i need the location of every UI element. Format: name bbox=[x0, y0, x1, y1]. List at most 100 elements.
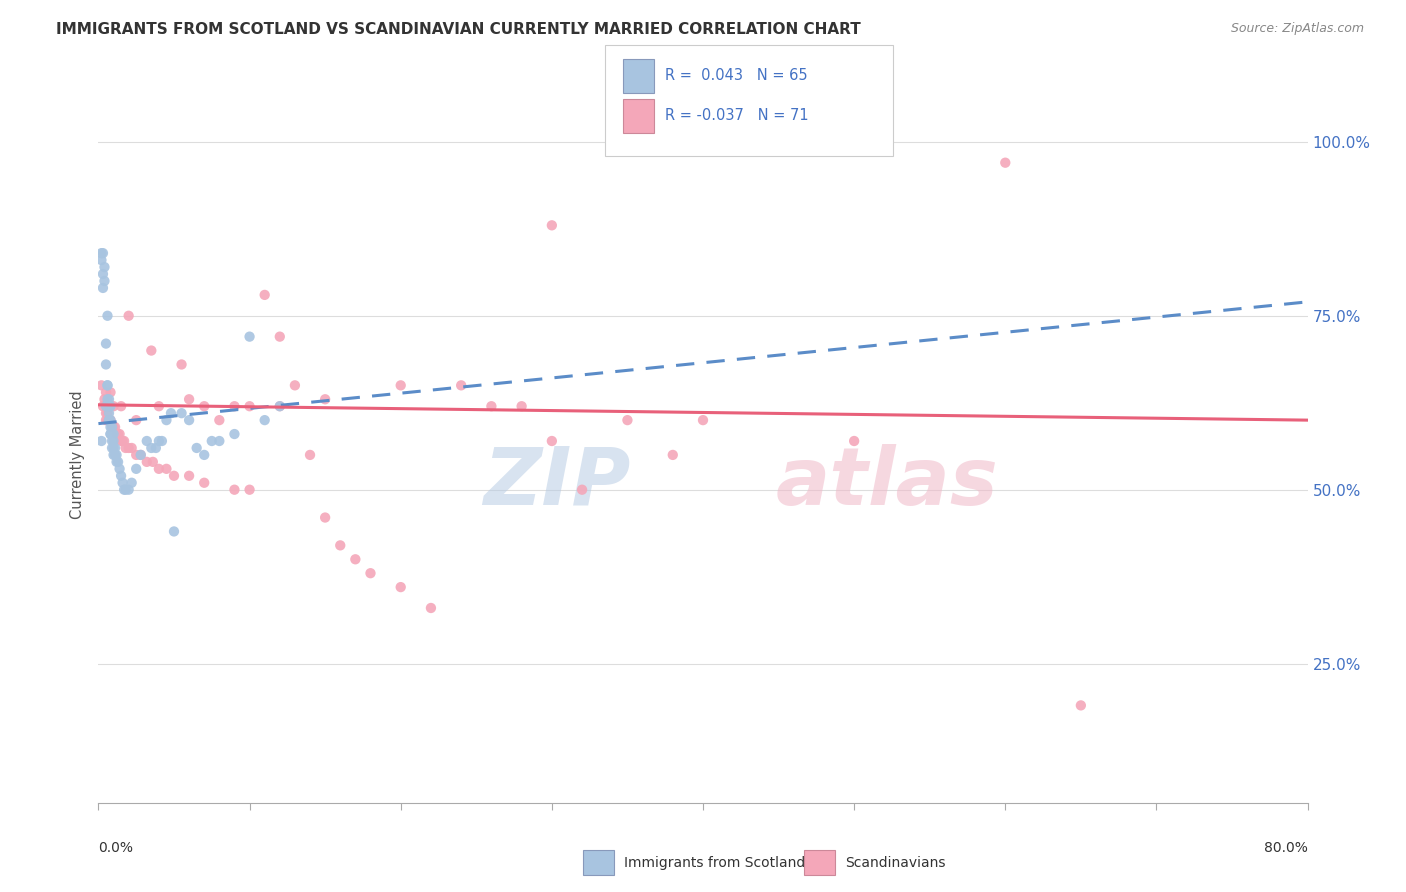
Point bbox=[224, 399, 246, 413]
Point bbox=[100, 385, 122, 400]
Point bbox=[118, 441, 141, 455]
Point bbox=[118, 309, 141, 323]
Point bbox=[108, 462, 131, 476]
Point bbox=[112, 434, 135, 448]
Point bbox=[450, 378, 472, 392]
Point bbox=[239, 399, 262, 413]
Point bbox=[100, 420, 122, 434]
Point bbox=[193, 448, 215, 462]
Point bbox=[571, 483, 593, 497]
Point bbox=[201, 434, 224, 448]
Point bbox=[105, 427, 128, 442]
Point bbox=[100, 427, 122, 442]
Point bbox=[94, 406, 117, 420]
Point bbox=[110, 399, 132, 413]
Point bbox=[105, 448, 128, 462]
Point bbox=[125, 413, 148, 427]
Point bbox=[224, 483, 246, 497]
Point bbox=[389, 580, 412, 594]
Point bbox=[155, 462, 177, 476]
Point bbox=[239, 483, 262, 497]
Point bbox=[90, 253, 112, 268]
Point bbox=[93, 260, 115, 274]
Point bbox=[104, 441, 127, 455]
Point bbox=[118, 483, 141, 497]
Point bbox=[121, 441, 143, 455]
Point bbox=[103, 441, 125, 455]
Point bbox=[129, 448, 152, 462]
Point bbox=[186, 441, 208, 455]
Point bbox=[96, 413, 118, 427]
Point bbox=[510, 399, 533, 413]
Point bbox=[111, 475, 134, 490]
Point bbox=[103, 427, 125, 442]
Point bbox=[253, 288, 276, 302]
Point bbox=[90, 434, 112, 448]
Point bbox=[103, 420, 125, 434]
Point bbox=[91, 281, 114, 295]
Point bbox=[141, 441, 163, 455]
Point bbox=[101, 420, 124, 434]
Point bbox=[284, 378, 307, 392]
Point bbox=[91, 399, 114, 413]
Point bbox=[269, 399, 291, 413]
Point bbox=[112, 483, 135, 497]
Point bbox=[105, 455, 128, 469]
Point bbox=[110, 468, 132, 483]
Point bbox=[155, 413, 177, 427]
Point bbox=[104, 448, 127, 462]
Point bbox=[91, 267, 114, 281]
Point bbox=[93, 392, 115, 407]
Point bbox=[101, 427, 124, 442]
Point bbox=[103, 448, 125, 462]
Point bbox=[170, 358, 193, 372]
Point bbox=[91, 246, 114, 260]
Point bbox=[135, 455, 157, 469]
Point bbox=[662, 448, 685, 462]
Point bbox=[193, 475, 215, 490]
Point bbox=[98, 406, 121, 420]
Point bbox=[160, 406, 183, 420]
Point bbox=[616, 413, 638, 427]
Point bbox=[150, 434, 173, 448]
Text: 80.0%: 80.0% bbox=[1264, 841, 1308, 855]
Point bbox=[103, 399, 125, 413]
Point bbox=[101, 420, 124, 434]
Point bbox=[125, 448, 148, 462]
Point bbox=[314, 392, 336, 407]
Point bbox=[94, 358, 117, 372]
Point bbox=[299, 448, 322, 462]
Point bbox=[224, 427, 246, 442]
Point bbox=[96, 392, 118, 407]
Point bbox=[125, 462, 148, 476]
Point bbox=[90, 378, 112, 392]
Point bbox=[96, 406, 118, 420]
Point bbox=[692, 413, 714, 427]
Point bbox=[100, 413, 122, 427]
Point bbox=[179, 413, 201, 427]
Point bbox=[170, 406, 193, 420]
Point bbox=[96, 378, 118, 392]
Point bbox=[360, 566, 382, 581]
Text: ZIP: ZIP bbox=[484, 443, 630, 522]
Point bbox=[94, 336, 117, 351]
Text: IMMIGRANTS FROM SCOTLAND VS SCANDINAVIAN CURRENTLY MARRIED CORRELATION CHART: IMMIGRANTS FROM SCOTLAND VS SCANDINAVIAN… bbox=[56, 22, 860, 37]
Point bbox=[101, 434, 124, 448]
Point bbox=[103, 434, 125, 448]
Point bbox=[145, 441, 167, 455]
Text: Immigrants from Scotland: Immigrants from Scotland bbox=[624, 855, 806, 870]
Point bbox=[208, 413, 231, 427]
Point bbox=[110, 434, 132, 448]
Point bbox=[253, 413, 276, 427]
Point bbox=[104, 420, 127, 434]
Point bbox=[107, 455, 129, 469]
Point bbox=[94, 385, 117, 400]
Point bbox=[100, 399, 122, 413]
Point bbox=[142, 455, 165, 469]
Point bbox=[329, 538, 352, 552]
Point bbox=[129, 448, 152, 462]
Point bbox=[98, 413, 121, 427]
Point bbox=[93, 274, 115, 288]
Point bbox=[114, 441, 136, 455]
Point bbox=[193, 399, 215, 413]
